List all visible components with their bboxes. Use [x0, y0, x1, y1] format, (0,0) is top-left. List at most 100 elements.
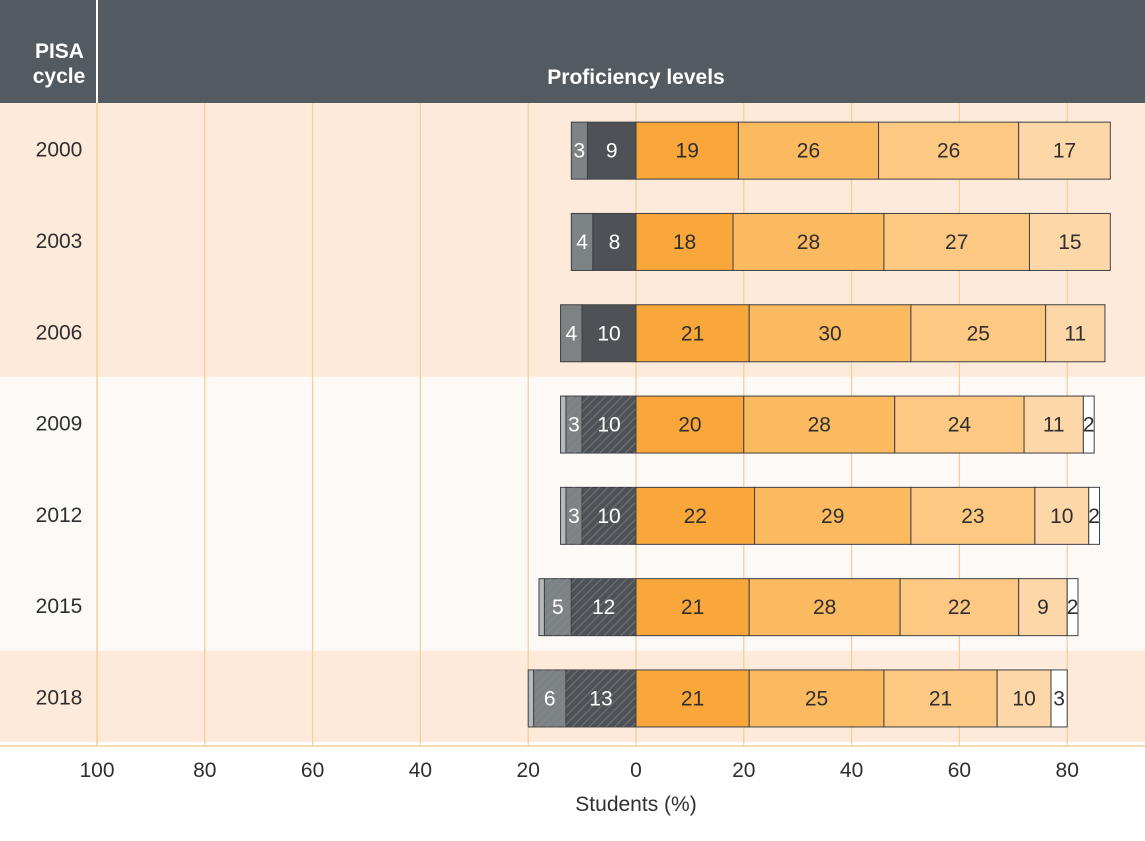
x-tick-label: 40	[409, 759, 432, 782]
bar-segment	[635, 395, 745, 454]
x-axis: 100 80 60 40 20 0 20 40 60 80 Students (%)	[0, 745, 1145, 816]
data-label: 3	[574, 140, 586, 163]
data-label: 21	[681, 596, 704, 619]
x-tick-label: 40	[840, 759, 863, 782]
x-tick-labels: 100 80 60 40 20 0 20 40 60 80	[79, 759, 1078, 782]
data-label: 10	[1050, 505, 1073, 528]
bar-segment	[1028, 212, 1111, 271]
data-label: 20	[678, 414, 701, 437]
bar-segment	[635, 669, 750, 728]
data-label: 27	[945, 231, 968, 254]
row-header-line-1: PISA	[35, 40, 84, 63]
data-label: 18	[673, 231, 696, 254]
bar-segment	[1023, 395, 1084, 454]
row-label: 2009	[36, 413, 83, 436]
data-label: 19	[676, 140, 699, 163]
bar-segment	[732, 212, 885, 271]
bar-segment	[883, 669, 998, 728]
x-axis-title: Students (%)	[575, 793, 696, 816]
bar-segment	[586, 121, 637, 180]
data-label: 9	[1037, 596, 1049, 619]
data-label: 6	[544, 687, 556, 710]
data-label: 23	[961, 505, 984, 528]
bar-row: 2018 6 13 21 25 21 10 3	[36, 669, 1068, 728]
bar-segment-hatch	[565, 669, 636, 727]
bar-segment	[748, 669, 885, 728]
bar-segment-hatch	[565, 487, 583, 545]
x-tick-label: 80	[193, 759, 216, 782]
bar-segment	[1018, 578, 1068, 637]
data-label: 28	[813, 596, 836, 619]
bar-segment	[748, 578, 901, 637]
data-label: 22	[948, 596, 971, 619]
bar-segment	[894, 395, 1025, 454]
data-label: 4	[565, 322, 577, 345]
x-tick-label: 60	[301, 759, 324, 782]
bar-segment	[910, 486, 1036, 545]
bar-segment	[635, 486, 756, 545]
data-label: 29	[821, 505, 844, 528]
data-label: 10	[1012, 687, 1035, 710]
x-tick-label: 60	[948, 759, 971, 782]
bar-segment-hatch	[533, 669, 566, 727]
bar-row: 2009 3 10 20 28 24 11 2	[36, 395, 1095, 454]
row-header-line-2: cycle	[33, 65, 86, 88]
bar-segment	[1088, 486, 1101, 545]
data-label: 8	[609, 231, 621, 254]
x-tick-label: 20	[517, 759, 540, 782]
bar-segment	[743, 395, 896, 454]
bar-row: 2015 5 12 21 28 22 9 2	[36, 578, 1079, 637]
bar-segment	[878, 121, 1020, 180]
bar-segment-hatch	[544, 578, 572, 636]
x-tick-label: 100	[79, 759, 114, 782]
data-label: 30	[818, 322, 841, 345]
x-tick-label: 20	[732, 759, 755, 782]
bar-segment-hatch	[582, 396, 636, 454]
data-label: 2	[1083, 414, 1095, 437]
bar-segment	[592, 212, 637, 271]
data-label: 10	[597, 414, 620, 437]
bar-segment	[1066, 578, 1079, 637]
x-tick-label: 0	[630, 759, 642, 782]
data-label: 11	[1043, 414, 1065, 437]
row-label: 2006	[36, 321, 83, 344]
bar-segment	[560, 395, 567, 454]
data-label: 12	[592, 596, 615, 619]
bar-segment	[635, 121, 739, 180]
header-background	[0, 0, 1145, 103]
row-label: 2015	[36, 595, 83, 618]
row-label: 2003	[36, 230, 83, 253]
x-tick-label: 80	[1056, 759, 1079, 782]
bar-row: 2012 3 10 22 29 23 10 2	[36, 486, 1101, 545]
data-label: 25	[805, 687, 828, 710]
data-label: 26	[797, 140, 820, 163]
bar-segment	[899, 578, 1020, 637]
data-label: 25	[967, 322, 990, 345]
data-label: 10	[597, 322, 620, 345]
bar-segment	[737, 121, 880, 180]
data-label: 22	[684, 505, 707, 528]
data-label: 2	[1088, 505, 1100, 528]
data-label: 21	[929, 687, 952, 710]
data-label: 28	[797, 231, 820, 254]
row-label: 2018	[36, 686, 83, 709]
data-label: 3	[568, 414, 580, 437]
bar-row: 2000 3 9 19 26 26 17	[36, 121, 1111, 180]
bar-segment	[1034, 486, 1090, 545]
bar-segment-hatch	[571, 578, 636, 636]
chart-header: PISA cycle Proficiency levels	[0, 0, 1145, 103]
data-label: 10	[597, 505, 620, 528]
bar-segment	[754, 486, 912, 545]
bar-segment	[635, 212, 734, 271]
data-label: 28	[808, 414, 831, 437]
data-label: 2	[1067, 596, 1079, 619]
bar-segment	[560, 486, 567, 545]
bar-segment	[581, 304, 637, 363]
data-label: 21	[681, 322, 704, 345]
row-label: 2012	[36, 504, 83, 527]
data-label: 13	[589, 687, 612, 710]
bar-segment	[527, 669, 535, 728]
bar-segment	[1082, 395, 1095, 454]
